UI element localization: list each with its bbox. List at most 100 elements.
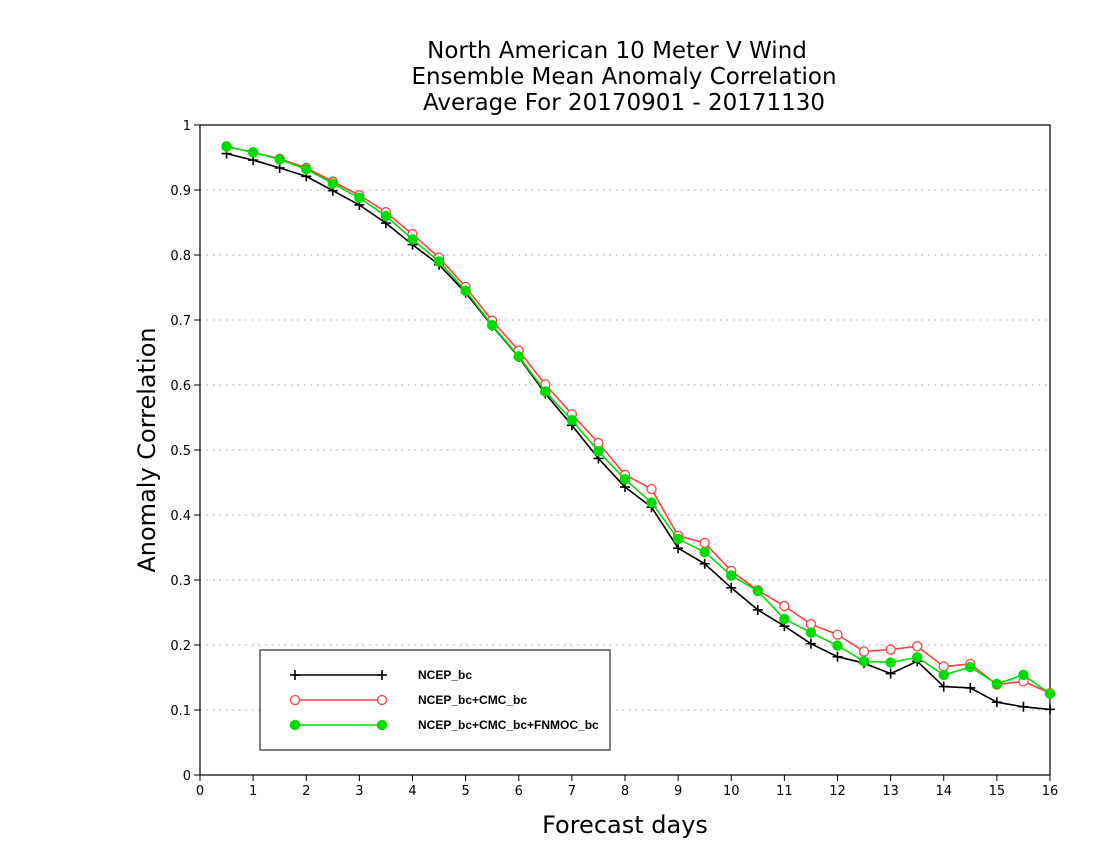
data-point [354,192,365,204]
series-2 [221,141,1056,699]
data-point [885,657,896,668]
data-point [752,585,764,597]
data-point [380,210,392,222]
y-tick-label: 0.5 [170,444,191,459]
x-tick-label: 6 [515,784,523,799]
data-point [858,646,870,657]
legend-marker [376,694,388,706]
data-point [1018,701,1029,712]
data-point [407,234,418,245]
y-tick-label: 0.2 [170,639,191,654]
data-point [433,256,445,267]
data-point [805,627,817,638]
data-point [593,437,604,449]
x-tick-label: 13 [882,784,899,799]
y-tick-label: 0.3 [170,574,191,589]
x-tick-label: 16 [1042,784,1059,799]
data-point [699,558,710,569]
data-point [938,669,949,681]
x-tick-label: 5 [461,784,469,799]
x-axis-label: Forecast days [542,811,708,839]
legend-marker [377,670,387,680]
x-tick-label: 14 [935,784,952,799]
data-point [699,537,710,549]
data-point [726,570,737,581]
series [221,141,1056,715]
y-tick-label: 1 [183,119,191,134]
data-point [673,543,684,554]
y-tick-label: 0.1 [170,704,191,719]
series-0 [221,148,1055,715]
title-line-1: North American 10 Meter V Wind [427,38,807,64]
x-tick-label: 1 [249,784,257,799]
data-point [912,641,923,652]
y-tick-label: 0 [183,769,191,784]
legend-label: NCEP_bc+CMC_bc+FNMOC_bc [418,718,599,732]
series-line [226,145,1051,694]
y-tick-label: 0.9 [170,184,191,199]
x-tick-label: 3 [355,784,363,799]
x-tick-label: 4 [408,784,416,799]
y-tick-label: 0.8 [170,249,191,264]
data-point [832,640,843,651]
x-axis: 0 1 2 3 4 5 6 7 8 9 10 11 12 13 14 15 16 [196,775,1058,799]
data-point [566,414,578,426]
y-axis-label: Anomaly Correlation [133,327,161,572]
legend-item-0: NCEP_bc [290,668,472,682]
data-point [779,613,790,625]
legend-item-2: NCEP_bc+CMC_bc+FNMOC_bc [289,718,599,732]
x-tick-label: 10 [723,784,740,799]
legend-item-1: NCEP_bc+CMC_bc [289,693,527,707]
data-point [274,154,285,165]
data-point [805,619,817,630]
data-point [619,474,631,485]
data-point [672,533,684,545]
data-point [991,697,1002,708]
chart-title: North American 10 Meter V Wind Ensemble … [411,38,836,116]
data-point [486,319,498,331]
title-line-2: Ensemble Mean Anomaly Correlation [411,64,836,90]
x-tick-label: 11 [776,784,793,799]
data-point [832,651,843,662]
x-tick-label: 9 [674,784,682,799]
data-point [832,629,843,640]
legend: NCEP_bc NCEP_bc+CMC_bc NCEP_bc+CMC_bc+FNMO… [259,649,611,751]
data-point [247,147,259,158]
data-point [1044,688,1056,699]
series-1 [221,141,1056,699]
data-point [885,644,896,655]
data-point [646,497,657,508]
grid [200,189,1050,711]
y-tick-label: 0.6 [170,379,191,394]
legend-marker [290,670,300,680]
data-point [726,582,737,593]
data-point [938,681,949,692]
data-point [540,386,551,397]
legend-marker [289,694,301,706]
data-point [699,546,710,558]
y-axis: 0 0.1 0.2 0.3 0.4 0.5 0.6 0.7 0.8 0.9 1 [170,119,200,784]
series-line [226,145,1051,695]
y-tick-label: 0.7 [170,314,191,329]
data-point [301,163,312,175]
data-point [593,446,604,457]
x-tick-label: 15 [989,784,1006,799]
data-point [858,656,870,667]
data-point [805,638,816,649]
y-tick-label: 0.4 [170,509,191,524]
legend-marker [376,719,388,731]
data-point [646,483,657,495]
data-point [938,661,949,672]
series-line [226,152,1051,711]
data-point [911,652,923,663]
data-point [779,600,790,612]
x-tick-label: 12 [829,784,846,799]
data-point [327,178,339,189]
legend-marker [289,719,301,731]
data-point [752,604,763,615]
data-point [513,351,524,362]
data-point [460,285,471,296]
data-point [221,141,232,152]
data-point [1045,704,1055,715]
